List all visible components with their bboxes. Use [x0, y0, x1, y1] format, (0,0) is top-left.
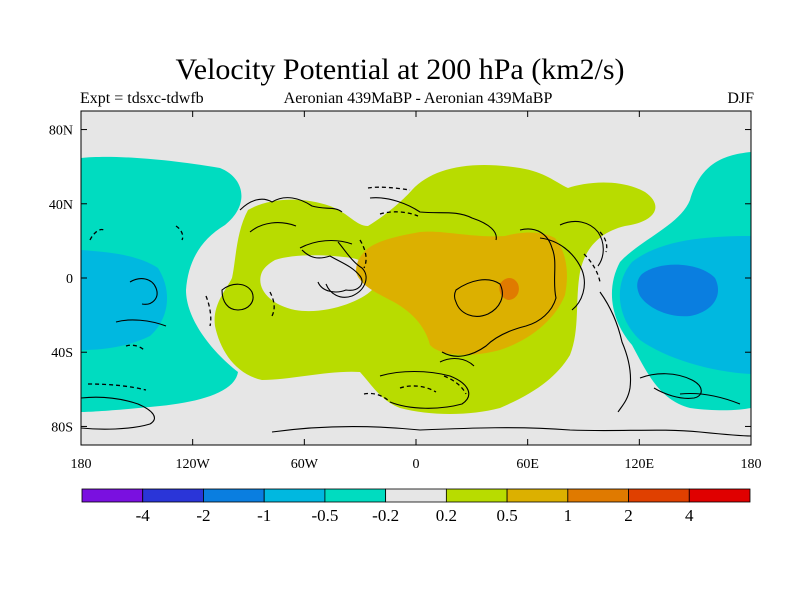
coastline [441, 228, 557, 357]
period-label: Aeronian 439MaBP - Aeronian 439MaBP [283, 90, 553, 107]
map-axes: 180 120W 60W 0 60E 120E 180 80N 40N 0 40S 80S [49, 111, 762, 472]
colorbar-label: 0.2 [436, 506, 457, 525]
colorbar-label: 4 [685, 506, 694, 525]
colorbar-swatch [506, 488, 569, 503]
island-outline [205, 295, 212, 327]
colorbar-swatch [567, 488, 629, 503]
region-east-pacific-core [637, 264, 719, 317]
colorbar-label: -2 [196, 506, 210, 525]
coastline [559, 220, 604, 267]
colorbar-label: -1 [257, 506, 271, 525]
coastline [81, 396, 155, 430]
coastline [129, 278, 158, 305]
x-tick-label: 120E [625, 457, 655, 472]
coastline [539, 237, 585, 311]
coastline [221, 283, 254, 311]
colorbar-label: 1 [564, 506, 573, 525]
island-outline [269, 291, 275, 317]
coastline [239, 197, 353, 249]
y-tick-label: 0 [66, 272, 73, 287]
coastline [369, 197, 497, 241]
y-tick-label: 40S [51, 346, 73, 361]
coastline [599, 291, 632, 413]
colorbar-label: -0.5 [311, 506, 338, 525]
island-outline [583, 253, 601, 283]
colorbar-label: -0.2 [372, 506, 399, 525]
colorbar-swatch [263, 488, 326, 503]
colorbar-swatch [445, 488, 508, 503]
coastline [301, 249, 363, 293]
island-outline [89, 228, 105, 241]
island-outline [367, 186, 411, 191]
map-field [81, 111, 751, 445]
coastline [639, 373, 702, 399]
region-central-core [356, 231, 567, 355]
y-tick-label: 80N [49, 124, 73, 139]
island-outline [399, 385, 437, 393]
x-tick-label: 60E [516, 457, 539, 472]
island-fragments [87, 186, 608, 403]
x-tick-label: 180 [741, 457, 762, 472]
colorbar-label: 2 [624, 506, 633, 525]
colorbar-swatch [203, 488, 265, 503]
colorbar-swatch [628, 488, 690, 503]
coastline [453, 279, 503, 317]
season-label: DJF [727, 90, 754, 107]
island-outline [363, 392, 391, 403]
x-tick-label: 60W [291, 457, 319, 472]
x-tick-label: 180 [71, 457, 92, 472]
x-tick-label: 120W [176, 457, 211, 472]
coastline [325, 241, 367, 298]
colorbar-swatch [324, 488, 387, 503]
island-outline [379, 211, 419, 217]
island-outline [175, 225, 184, 241]
region-west-pacific-core [81, 250, 168, 350]
island-outline [87, 383, 147, 391]
coastline [115, 319, 167, 327]
colorbar-label: 0.5 [496, 506, 517, 525]
island-outline [443, 375, 467, 395]
island-outline [359, 239, 367, 269]
colorbar-label: -4 [136, 506, 151, 525]
coastline [679, 392, 741, 405]
plot-title: Velocity Potential at 200 hPa (km2/s) [175, 53, 625, 86]
colorbar-swatch [385, 488, 447, 503]
island-outline [599, 231, 608, 253]
coastlines [81, 197, 751, 437]
experiment-label: Expt = tdsxc-tdwfb [80, 90, 204, 107]
colorbar: -4 -2 -1 -0.5 -0.2 0.2 0.5 1 2 4 [81, 488, 751, 525]
colorbar-swatch [688, 488, 751, 503]
coastline [271, 425, 751, 437]
colorbar-swatch [81, 488, 144, 503]
y-tick-label: 40N [49, 198, 73, 213]
y-tick-label: 80S [51, 420, 73, 435]
x-tick-label: 0 [413, 457, 420, 472]
coastline [379, 371, 470, 409]
colorbar-swatch [142, 488, 204, 503]
coastline [439, 357, 475, 367]
island-outline [125, 344, 145, 351]
region-central-max [499, 278, 519, 300]
